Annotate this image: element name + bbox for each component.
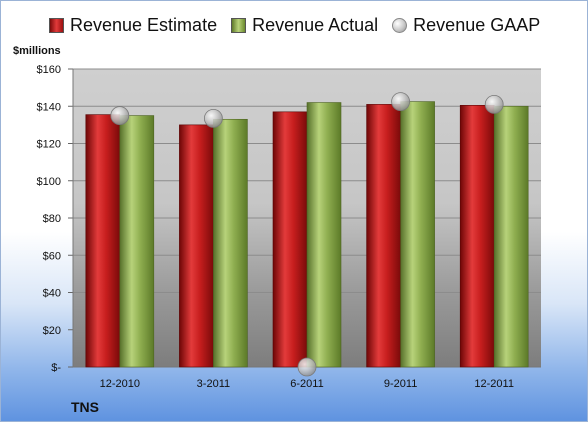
legend-swatch-revenue-estimate [49, 18, 64, 33]
y-tick-label: $60 [43, 250, 61, 262]
y-tick-label: $140 [37, 101, 61, 113]
x-tick-label: 12-2010 [100, 378, 140, 390]
y-tick-label: $100 [37, 176, 61, 188]
y-tick-label: $20 [43, 325, 61, 337]
y-tick-label: $80 [43, 213, 61, 225]
x-tick-label: 12-2011 [474, 378, 514, 390]
legend-label-revenue-gaap: Revenue GAAP [413, 15, 541, 35]
x-tick-label: 6-2011 [290, 378, 323, 390]
point-revenue-gaap [203, 108, 223, 128]
legend-item-revenue-gaap: Revenue GAAP [392, 15, 540, 36]
y-axis-unit-label: $millions [13, 45, 61, 57]
y-tick-label: $- [51, 362, 61, 374]
legend-label-revenue-actual: Revenue Actual [252, 15, 379, 35]
company-label: TNS [71, 399, 99, 415]
bar-revenue-estimate [179, 124, 214, 368]
legend-item-revenue-estimate: Revenue Estimate [49, 15, 217, 36]
y-tick-label: $40 [43, 288, 61, 300]
legend-swatch-revenue-actual [231, 18, 247, 33]
legend-swatch-revenue-gaap [392, 18, 408, 33]
point-revenue-gaap [297, 357, 317, 377]
bar-revenue-actual [119, 115, 155, 368]
point-revenue-gaap [484, 94, 504, 114]
bar-revenue-actual [400, 101, 435, 368]
chart-legend: Revenue Estimate Revenue Actual Revenue … [49, 15, 554, 36]
bar-revenue-estimate [366, 104, 401, 368]
y-tick-label: $120 [37, 139, 61, 151]
bar-revenue-actual [493, 105, 529, 368]
legend-label-revenue-estimate: Revenue Estimate [70, 15, 218, 35]
bar-revenue-estimate [272, 111, 308, 368]
point-revenue-gaap [391, 92, 411, 111]
bar-revenue-estimate [85, 114, 121, 368]
bar-revenue-estimate [459, 105, 495, 368]
bar-revenue-actual [213, 118, 248, 368]
legend-item-revenue-actual: Revenue Actual [231, 15, 378, 36]
point-revenue-gaap [110, 106, 130, 125]
y-tick-label: $160 [37, 64, 61, 76]
x-tick-label: 9-2011 [384, 378, 417, 390]
x-tick-label: 3-2011 [197, 378, 230, 390]
bar-revenue-actual [306, 102, 342, 368]
